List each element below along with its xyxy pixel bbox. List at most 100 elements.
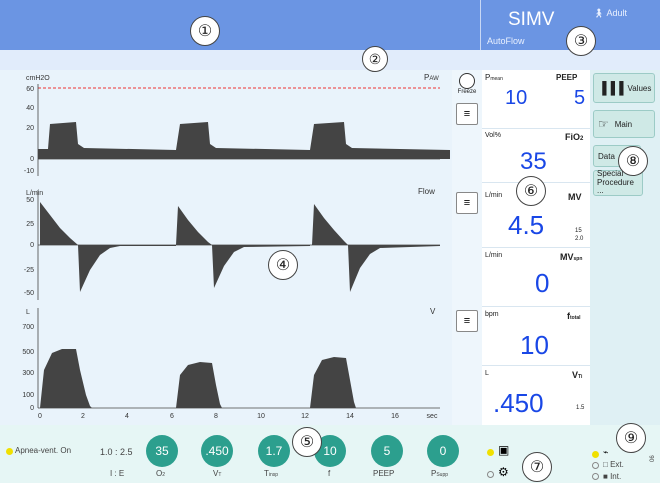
ie-label: I : E	[110, 469, 125, 478]
patient-label: Adult	[606, 8, 627, 18]
flow-tick: 0	[30, 242, 34, 249]
callout-3: ③	[566, 26, 596, 56]
paw-tick: 40	[26, 105, 34, 112]
callout-5: ⑤	[292, 427, 322, 457]
tinsp-setting-label: Tinsp	[264, 469, 279, 478]
plug-icon: □	[603, 460, 611, 469]
time-tick: 8	[214, 413, 218, 420]
vt-label: VTi	[572, 370, 583, 380]
patient-type[interactable]: 🚶︎ Adult	[593, 8, 627, 19]
divider	[482, 128, 590, 129]
callout-4: ④	[268, 250, 298, 280]
flow-insp-wave	[176, 206, 212, 245]
psupp-setting-label: PSupp	[431, 469, 449, 478]
psupp-setting-knob[interactable]: 0	[427, 435, 459, 467]
battery-int-icon: ■	[603, 472, 611, 481]
alarm-indicator	[592, 451, 599, 458]
time-tick: 4	[125, 413, 129, 420]
flow-tick: -50	[24, 290, 34, 297]
volume-unit: L	[26, 309, 30, 316]
o2-setting-knob[interactable]: 35	[146, 435, 178, 467]
volume-wave	[176, 362, 222, 408]
ext-power-label: □ Ext.	[603, 460, 624, 469]
volume-scale-button[interactable]: ≡	[456, 310, 478, 332]
values-button-label: Values	[627, 83, 652, 93]
special-procedure-button[interactable]: Special Procedure ...	[593, 168, 643, 196]
flow-exp-wave	[348, 245, 440, 292]
paw-tick: 60	[26, 86, 34, 93]
callout-6: ⑥	[516, 176, 546, 206]
ftotal-unit: bpm	[485, 311, 499, 318]
data-button-label: Data	[598, 151, 615, 161]
int-power-led	[592, 473, 599, 480]
time-tick: 0	[38, 413, 42, 420]
lung-icon[interactable]: ▣	[498, 443, 510, 457]
volume-tick: 100	[22, 392, 34, 399]
status-strip	[0, 50, 660, 70]
mv-label: MV	[568, 192, 582, 202]
mvspn-label: MVspn	[560, 252, 583, 262]
bars-icon: ▐▐▐	[598, 81, 624, 95]
pmean-label: Pmean	[485, 73, 503, 82]
int-power-label: ■ Int.	[603, 472, 622, 481]
main-button[interactable]: ☞ Main	[593, 110, 655, 138]
volume-name: V	[430, 307, 436, 316]
paw-unit: cmH2O	[26, 75, 50, 82]
paw-tick: 20	[26, 125, 34, 132]
ext-power-led	[592, 462, 599, 469]
flow-tick: -25	[24, 267, 34, 274]
callout-7: ⑦	[522, 452, 552, 482]
device-icon[interactable]: ⚙	[498, 465, 509, 479]
time-tick: 16	[391, 413, 399, 420]
paw-tick: 0	[30, 156, 34, 163]
paw-name: PAW	[424, 73, 439, 82]
mv-limit-hi: 15	[575, 228, 582, 234]
flow-exp-wave	[212, 245, 310, 288]
volume-tick: 700	[22, 324, 34, 331]
freeze-label: Freeze	[457, 89, 477, 95]
special-procedure-label: Special Procedure ...	[597, 168, 634, 196]
flow-scale-button[interactable]: ≡	[456, 192, 478, 214]
paw-wave	[310, 122, 450, 159]
volume-wave	[310, 357, 356, 408]
divider	[482, 247, 590, 248]
divider	[482, 365, 590, 366]
mvspn-unit: L/min	[485, 252, 503, 259]
peep-label: PEEP	[556, 73, 578, 82]
scale-icon: ≡	[463, 315, 471, 327]
vt-unit: L	[485, 370, 489, 377]
freeze-button[interactable]: Freeze	[455, 73, 479, 95]
status-led	[487, 449, 494, 456]
ftotal-label: ftotal	[567, 311, 581, 321]
f-setting-label: f	[328, 469, 331, 478]
flow-insp-wave	[40, 202, 78, 245]
pmean-value: 10	[505, 87, 528, 109]
vt-limit: 1.5	[576, 405, 585, 411]
status-led	[487, 471, 494, 478]
mv-value: 4.5	[508, 210, 545, 240]
hand-icon: ☞	[598, 117, 609, 131]
volume-tick: 0	[30, 405, 34, 412]
waveform-controls	[452, 70, 482, 425]
callout-9: ⑨	[616, 423, 646, 453]
fio2-label: FiO2	[565, 132, 584, 142]
battery-icon: ⌁	[603, 447, 609, 457]
mv-unit: L/min	[485, 192, 503, 199]
values-button[interactable]: ▐▐▐ Values	[593, 73, 655, 103]
fio2-value: 35	[520, 148, 547, 175]
time-unit: sec	[427, 413, 438, 420]
tinsp-setting-knob[interactable]: 1.7	[258, 435, 290, 467]
vt-setting-label: VT	[213, 469, 222, 478]
paw-scale-button[interactable]: ≡	[456, 103, 478, 125]
fio2-unit: Vol%	[485, 132, 501, 139]
divider	[482, 306, 590, 307]
flow-insp-wave	[312, 204, 348, 245]
flow-name: Flow	[418, 187, 435, 196]
ie-value[interactable]: 1.0 : 2.5	[100, 447, 133, 457]
time-tick: 2	[81, 413, 85, 420]
time-tick: 14	[346, 413, 354, 420]
flow-unit: L/min	[26, 190, 43, 197]
vt-setting-knob[interactable]: .450	[201, 435, 233, 467]
peep-setting-knob[interactable]: 5	[371, 435, 403, 467]
alarm-indicator	[6, 448, 13, 455]
